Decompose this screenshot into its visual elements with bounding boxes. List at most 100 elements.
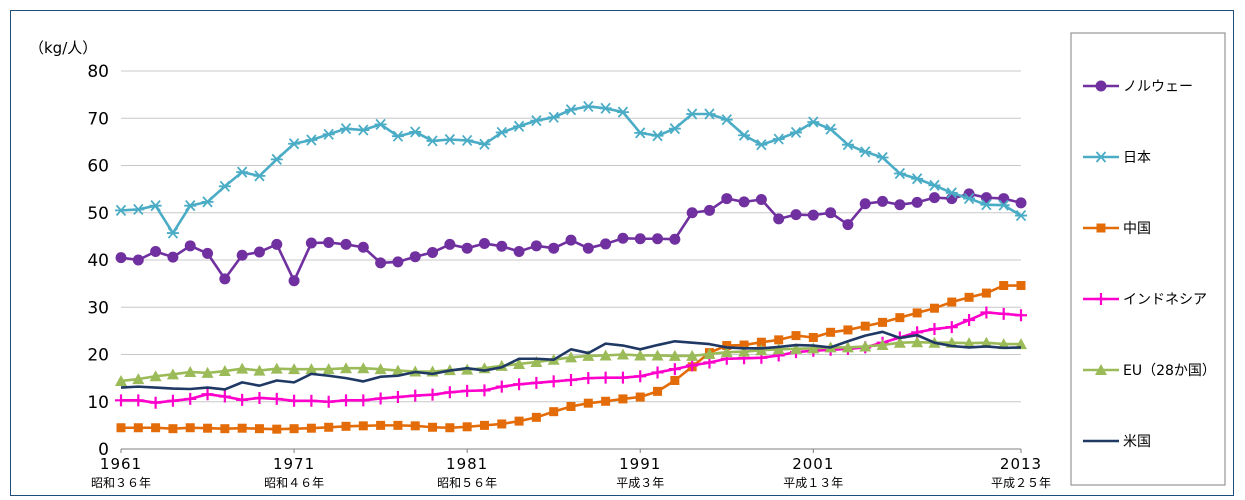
legend-marker: [1095, 80, 1107, 92]
data-point: [617, 232, 629, 244]
data-point: [340, 238, 352, 250]
data-point: [720, 114, 733, 126]
data-point: [582, 372, 595, 385]
data-point: [202, 247, 214, 259]
data-point: [478, 138, 491, 150]
data-point: [565, 234, 577, 246]
y-tick-label: 0: [98, 440, 109, 460]
data-point: [218, 180, 231, 192]
data-point: [115, 374, 127, 386]
data-point: [132, 203, 145, 216]
data-point: [583, 398, 593, 408]
series-1: [115, 100, 1027, 239]
data-point: [928, 322, 941, 335]
data-point: [513, 378, 526, 391]
data-point: [324, 422, 334, 432]
data-point: [981, 288, 991, 298]
data-point: [773, 213, 785, 225]
data-point: [964, 292, 974, 302]
data-point: [997, 307, 1010, 320]
data-point: [322, 363, 335, 375]
data-point: [843, 325, 853, 335]
data-point: [289, 424, 299, 434]
data-point: [601, 396, 611, 406]
x-tick-sublabel: 平成１３年: [783, 476, 843, 490]
data-point: [790, 342, 802, 354]
data-point: [340, 123, 352, 135]
data-point: [928, 192, 940, 204]
data-point: [860, 321, 870, 331]
data-point: [253, 364, 266, 376]
data-point: [513, 357, 526, 369]
data-point: [305, 394, 318, 407]
data-point: [877, 195, 889, 207]
data-point: [151, 423, 161, 433]
legend-marker: [1095, 151, 1107, 163]
data-point: [305, 363, 318, 375]
series-4: [115, 336, 1027, 386]
data-point: [357, 241, 369, 253]
data-point: [237, 423, 247, 433]
data-point: [443, 386, 456, 399]
chart-frame: （kg/人） 0 10 20 30 40 50 60 70 80 1961 昭和３６年 1971 昭和４６…: [10, 10, 1234, 496]
data-point: [651, 130, 664, 142]
data-point: [859, 340, 872, 352]
data-point: [911, 336, 924, 348]
data-point: [115, 204, 127, 216]
legend-label: ノルウェー: [1123, 79, 1193, 95]
data-point: [341, 421, 351, 431]
data-point: [599, 371, 612, 384]
data-point: [478, 237, 490, 249]
data-point: [878, 317, 888, 327]
data-point: [548, 242, 560, 254]
data-point: [600, 238, 612, 250]
y-tick-label: 70: [87, 109, 109, 129]
data-point: [133, 423, 143, 433]
data-point: [895, 313, 905, 323]
data-point: [980, 306, 993, 319]
data-point: [686, 349, 699, 361]
data-point: [150, 245, 162, 257]
data-point: [426, 135, 439, 147]
data-point: [392, 256, 404, 268]
y-unit-label: （kg/人）: [29, 39, 97, 57]
series-line: [120, 105, 1022, 235]
data-point: [513, 120, 526, 132]
data-point: [149, 396, 162, 409]
data-point: [686, 359, 699, 372]
data-point: [963, 192, 976, 205]
data-point: [565, 351, 577, 363]
data-point: [859, 146, 872, 158]
data-point: [669, 233, 681, 245]
data-point: [1016, 281, 1026, 291]
data-point: [549, 407, 559, 417]
data-point: [445, 423, 455, 433]
data-point: [703, 108, 716, 120]
data-point: [634, 370, 647, 383]
data-point: [755, 194, 767, 206]
data-point: [427, 246, 439, 258]
data-point: [253, 391, 266, 404]
data-point: [270, 153, 283, 165]
y-tick-label: 30: [87, 298, 109, 318]
data-point: [115, 394, 127, 407]
data-point: [670, 375, 680, 385]
y-tick-label: 40: [87, 251, 109, 271]
y-tick-label: 20: [87, 346, 109, 366]
data-point: [841, 341, 854, 353]
data-point: [807, 116, 820, 128]
data-point: [653, 386, 663, 396]
data-point: [270, 392, 283, 405]
data-point: [531, 412, 541, 422]
data-point: [652, 233, 664, 245]
data-point: [203, 423, 213, 433]
data-point: [253, 246, 265, 258]
x-tick-label: 1991: [619, 455, 661, 473]
data-point: [582, 242, 594, 254]
data-point: [1015, 309, 1027, 322]
data-point: [980, 199, 993, 211]
data-point: [566, 401, 576, 411]
data-point: [201, 388, 214, 401]
data-point: [288, 394, 301, 407]
data-point: [374, 363, 387, 375]
